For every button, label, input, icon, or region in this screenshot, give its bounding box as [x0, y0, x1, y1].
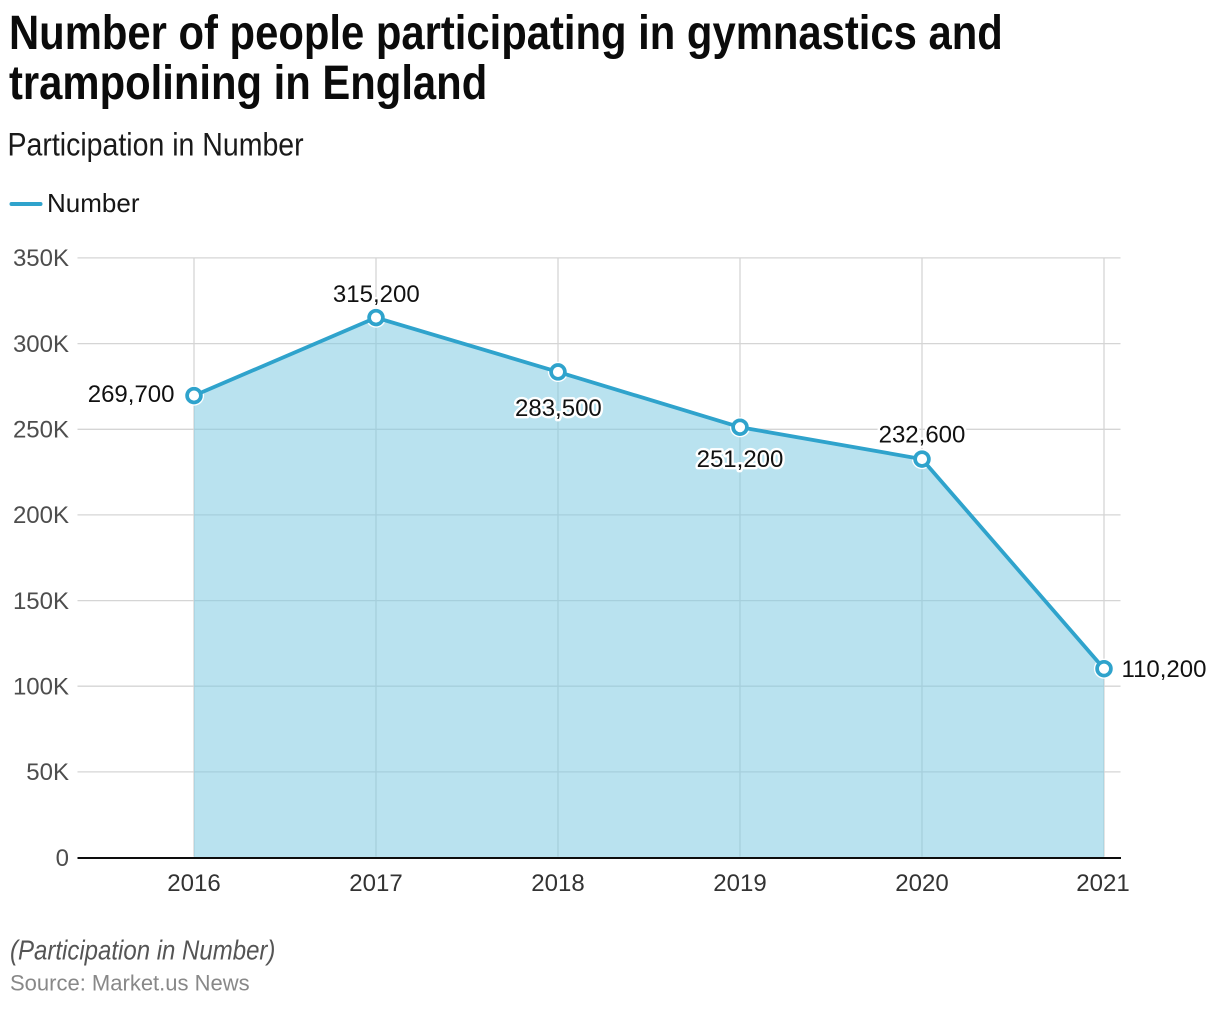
svg-text:110,200: 110,200 [1122, 656, 1207, 683]
svg-text:2016: 2016 [167, 870, 220, 897]
svg-text:Number of people participating: Number of people participating in gymnas… [9, 5, 1003, 59]
svg-text:2019: 2019 [713, 870, 766, 897]
svg-text:232,600: 232,600 [879, 421, 966, 448]
svg-text:2021: 2021 [1076, 870, 1129, 897]
svg-text:200K: 200K [13, 502, 69, 529]
svg-text:50K: 50K [26, 759, 69, 786]
svg-text:Number: Number [47, 188, 140, 218]
svg-text:150K: 150K [13, 588, 69, 615]
svg-text:283,500: 283,500 [515, 395, 602, 422]
svg-text:Participation in Number: Participation in Number [8, 126, 304, 163]
svg-text:trampolining in England: trampolining in England [9, 55, 487, 109]
svg-text:315,200: 315,200 [333, 281, 420, 308]
svg-text:Source: Market.us News: Source: Market.us News [10, 971, 250, 996]
svg-text:269,700: 269,700 [88, 381, 175, 408]
svg-text:250K: 250K [13, 417, 69, 444]
svg-text:100K: 100K [13, 674, 69, 701]
svg-text:2020: 2020 [895, 870, 948, 897]
svg-text:350K: 350K [13, 245, 69, 272]
svg-text:251,200: 251,200 [697, 446, 784, 473]
svg-text:(Participation in Number): (Participation in Number) [10, 936, 275, 966]
svg-text:2017: 2017 [349, 870, 402, 897]
svg-text:2018: 2018 [531, 870, 584, 897]
svg-text:0: 0 [56, 845, 69, 872]
svg-text:300K: 300K [13, 331, 69, 358]
